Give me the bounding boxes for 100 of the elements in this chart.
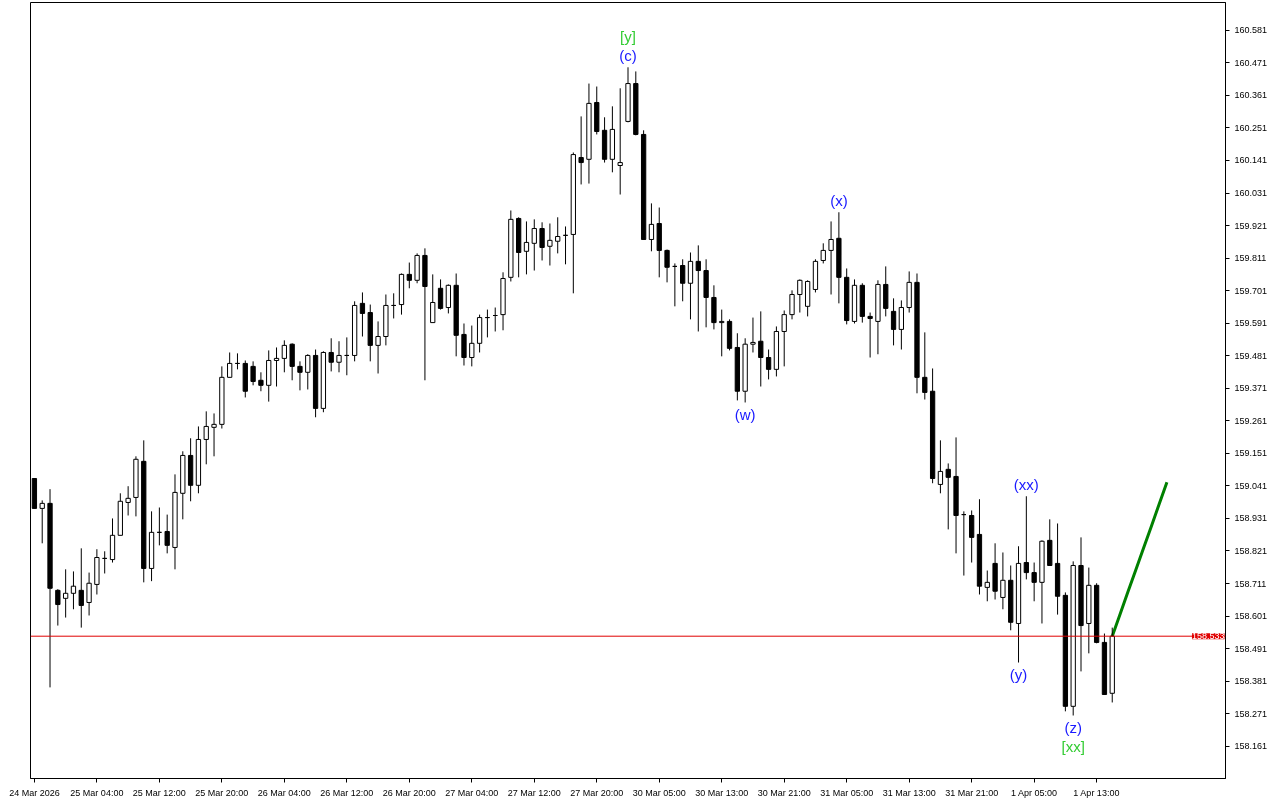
annotation: [xx] (1061, 737, 1085, 755)
candlestick (578, 115, 584, 185)
y-tick-label: 158.381 (1234, 676, 1268, 687)
x-tick-label: 24 Mar 2026 (9, 787, 60, 798)
candlestick (680, 258, 686, 302)
candlestick (617, 87, 623, 195)
candlestick (445, 283, 452, 314)
y-tick-label: 158.601 (1234, 611, 1268, 622)
candlestick (523, 220, 530, 275)
y-tick-label: 158.931 (1234, 513, 1268, 524)
x-tick-label: 26 Mar 04:00 (257, 787, 311, 798)
y-tick-label: 159.041 (1234, 480, 1268, 491)
annotation: (w) (734, 405, 756, 423)
y-tick-label: 158.491 (1234, 643, 1268, 654)
y-tick-label: 159.371 (1234, 383, 1268, 394)
y-tick-label: 159.151 (1234, 448, 1268, 459)
candlestick (695, 244, 701, 332)
candlestick (305, 353, 311, 390)
y-tick-label: 159.481 (1234, 350, 1268, 361)
candlestick (430, 273, 436, 324)
candlestick (781, 309, 787, 367)
candlestick (86, 572, 92, 616)
candlestick (1031, 562, 1037, 602)
x-tick-label: 30 Mar 13:00 (695, 787, 749, 798)
candlestick (797, 278, 803, 314)
annotation: (x) (830, 191, 848, 209)
candlestick (359, 291, 366, 338)
candlestick (687, 251, 694, 320)
y-tick-label: 158.711 (1234, 578, 1267, 589)
candlestick (437, 278, 444, 311)
y-tick-label: 159.811 (1234, 253, 1267, 264)
candlestick (883, 265, 889, 317)
y-tick-label: 160.141 (1234, 155, 1268, 166)
y-tick-label: 160.251 (1234, 122, 1268, 133)
y-tick-label: 160.031 (1234, 188, 1268, 199)
line-series (1110, 480, 1169, 638)
annotation: [y] (620, 27, 636, 45)
candlestick (937, 439, 944, 494)
candlestick (984, 570, 990, 602)
annotation: (xx) (1013, 475, 1039, 493)
candlestick (289, 342, 295, 381)
candlestick (867, 312, 873, 359)
candlestick (1000, 551, 1006, 610)
candlestick (63, 568, 69, 619)
annotation: (z) (1064, 718, 1082, 736)
y-tick-label: 159.921 (1234, 220, 1268, 231)
x-tick-label: 27 Mar 20:00 (570, 787, 624, 798)
x-tick-label: 31 Mar 05:00 (820, 787, 874, 798)
candlestick (789, 289, 795, 320)
candlestick (765, 349, 772, 380)
candlestick (969, 509, 975, 564)
candlestick (250, 360, 256, 386)
candlestick (539, 221, 545, 261)
candlestick (531, 218, 537, 272)
candlestick (719, 309, 725, 357)
x-tick-label: 26 Mar 20:00 (382, 787, 436, 798)
candlestick (227, 351, 233, 378)
candlestick (820, 242, 826, 264)
y-tick-label: 159.261 (1234, 415, 1268, 426)
x-tick-label: 26 Mar 12:00 (320, 787, 374, 798)
candlestick (328, 337, 334, 372)
y-tick-label: 158.271 (1234, 708, 1268, 719)
candlestick (125, 485, 131, 516)
candlestick (922, 331, 928, 401)
candlestick (648, 202, 655, 252)
y-tick-label: 160.581 (1234, 25, 1268, 36)
x-tick-label: 31 Mar 21:00 (945, 787, 999, 798)
y-tick-label: 160.471 (1234, 57, 1268, 68)
candlestick (664, 249, 670, 283)
candlestick (898, 299, 905, 351)
x-tick-label: 30 Mar 05:00 (632, 787, 686, 798)
x-tick-label: 30 Mar 21:00 (757, 787, 811, 798)
candlestick (469, 325, 475, 367)
x-tick-label: 25 Mar 12:00 (132, 787, 186, 798)
x-tick-label: 27 Mar 12:00 (507, 787, 561, 798)
y-tick-label: 158.161 (1234, 741, 1268, 752)
candlestick (406, 262, 412, 289)
candlestick (281, 339, 287, 373)
annotation: (y) (1009, 666, 1028, 684)
y-tick-label: 159.701 (1234, 285, 1268, 296)
candlestick (78, 547, 84, 629)
candlestick (164, 514, 170, 554)
candlestick (945, 462, 951, 530)
y-tick-label: 158.821 (1234, 546, 1268, 556)
y-tick-label: 159.591 (1234, 318, 1268, 329)
x-tick-label: 1 Apr 13:00 (1073, 787, 1120, 798)
candlestick (1023, 495, 1029, 580)
candlestick (39, 499, 45, 544)
candlestick (70, 570, 77, 610)
candlestick (258, 371, 264, 392)
candlestick (555, 216, 561, 254)
candlestick (203, 410, 209, 465)
x-tick-label: 27 Mar 04:00 (445, 787, 499, 798)
annotation: (c) (619, 46, 637, 64)
candlestick (375, 320, 381, 374)
candlestick (55, 588, 61, 627)
candlestick (336, 340, 342, 373)
x-tick-label: 25 Mar 20:00 (195, 787, 249, 798)
candlestick (273, 346, 280, 388)
x-tick-label: 1 Apr 05:00 (1010, 787, 1057, 798)
